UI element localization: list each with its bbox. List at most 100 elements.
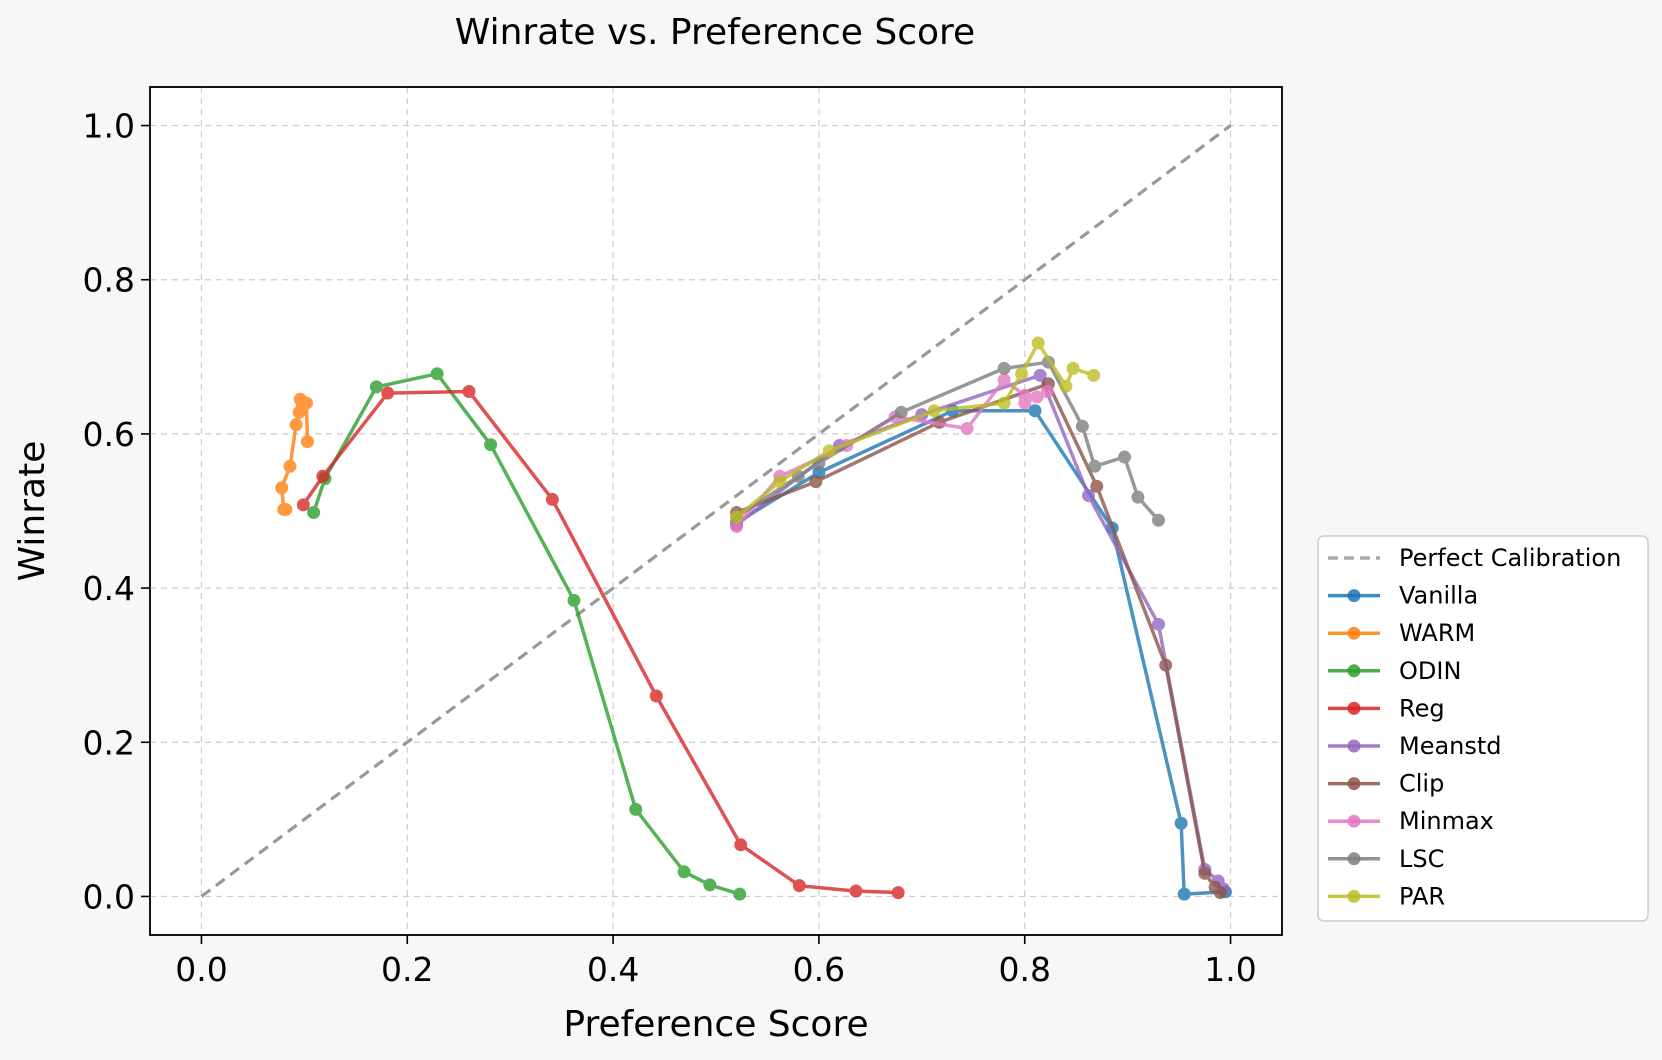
data-point-clip xyxy=(1159,658,1173,672)
data-point-par xyxy=(1087,368,1101,382)
data-point-par xyxy=(927,404,941,418)
legend-label: Clip xyxy=(1399,770,1444,798)
data-point-warm xyxy=(275,481,289,495)
data-point-odin xyxy=(307,506,321,520)
data-point-lsc xyxy=(1131,490,1145,504)
data-point-reg xyxy=(462,385,476,399)
data-point-odin xyxy=(430,367,444,381)
data-point-warm xyxy=(300,435,314,449)
data-point-minmax xyxy=(1030,390,1044,404)
legend-label: LSC xyxy=(1399,845,1444,873)
legend-marker xyxy=(1347,664,1361,678)
data-point-minmax xyxy=(730,519,744,533)
series-reg xyxy=(296,385,905,900)
legend-marker xyxy=(1347,814,1361,828)
series-line-odin xyxy=(311,372,741,896)
grid xyxy=(150,87,1282,935)
data-point-odin xyxy=(703,878,717,892)
data-point-reg xyxy=(381,386,395,400)
data-point-minmax xyxy=(997,373,1011,387)
legend-label: Reg xyxy=(1399,694,1445,722)
y-tick-label: 0.4 xyxy=(83,569,135,608)
series-line-par xyxy=(735,341,1095,519)
legend-marker xyxy=(1347,589,1361,603)
data-point-warm xyxy=(299,396,313,410)
data-point-lsc xyxy=(1088,459,1102,473)
series-group xyxy=(275,336,1232,901)
data-point-clip xyxy=(809,475,823,489)
data-point-odin xyxy=(677,865,691,879)
data-point-reg xyxy=(649,689,663,703)
data-point-par xyxy=(1031,336,1045,350)
x-tick-label: 0.6 xyxy=(793,950,845,989)
data-point-lsc xyxy=(1075,419,1089,433)
chart-title: Winrate vs. Preference Score xyxy=(455,12,975,53)
y-axis-label: Winrate xyxy=(12,441,53,582)
legend-label: ODIN xyxy=(1399,657,1461,685)
legend-label: Vanilla xyxy=(1399,582,1478,610)
legend-item-warm: WARM xyxy=(1328,619,1475,647)
data-point-lsc xyxy=(1118,450,1132,464)
data-point-clip xyxy=(1198,866,1212,880)
legend-item-minmax: Minmax xyxy=(1328,807,1494,835)
data-point-par xyxy=(1015,367,1029,381)
data-point-warm xyxy=(289,418,303,432)
data-point-reg xyxy=(296,498,310,512)
data-point-reg xyxy=(792,879,806,893)
data-point-par xyxy=(822,444,836,458)
data-point-par xyxy=(730,510,744,524)
legend-label: Minmax xyxy=(1399,807,1494,835)
legend-item-perfect-calibration: Perfect Calibration xyxy=(1328,544,1621,572)
data-point-par xyxy=(1066,361,1080,375)
series-lsc xyxy=(730,355,1166,527)
series-odin xyxy=(307,367,747,901)
data-point-reg xyxy=(545,492,559,506)
data-point-odin xyxy=(567,593,581,607)
legend: Perfect Calibration Vanilla WARM ODIN Reg Mea… xyxy=(1317,535,1649,922)
legend-box xyxy=(1317,535,1649,922)
legend-item-vanilla: Vanilla xyxy=(1328,582,1478,610)
legend-label: WARM xyxy=(1399,619,1475,647)
series-par xyxy=(730,336,1101,524)
x-tick-label: 1.0 xyxy=(1204,950,1256,989)
data-point-meanstd xyxy=(1152,617,1166,631)
legend-marker xyxy=(1347,626,1361,640)
legend-marker xyxy=(1347,739,1361,753)
ticks: 0.0 0.2 0.4 0.6 0.8 1.0 0.0 0.2 0.4 0.6 0.8 1.0 xyxy=(83,107,1257,989)
legend-item-clip: Clip xyxy=(1328,770,1444,798)
data-point-reg xyxy=(316,469,330,483)
reference-line-group xyxy=(200,124,1232,898)
legend-marker xyxy=(1347,701,1361,715)
legend-label: Perfect Calibration xyxy=(1399,544,1621,572)
data-point-odin xyxy=(369,380,383,394)
legend-item-meanstd: Meanstd xyxy=(1328,732,1502,760)
legend-marker xyxy=(1347,852,1361,866)
data-point-par xyxy=(1059,379,1073,393)
series-line-vanilla xyxy=(735,409,1226,896)
series-line-reg xyxy=(301,389,899,895)
data-point-lsc xyxy=(997,361,1011,375)
data-point-par xyxy=(997,396,1011,410)
data-point-vanilla xyxy=(1174,816,1188,830)
plot-frame xyxy=(149,86,1283,936)
y-tick-label: 0.2 xyxy=(83,723,135,762)
data-point-warm xyxy=(277,502,291,516)
legend-item-par: PAR xyxy=(1328,882,1445,910)
data-point-clip xyxy=(1213,886,1227,900)
series-warm xyxy=(275,392,314,516)
legend-item-odin: ODIN xyxy=(1328,657,1461,685)
x-tick-label: 0.0 xyxy=(175,950,227,989)
legend-item-lsc: LSC xyxy=(1328,845,1444,873)
data-point-minmax xyxy=(960,422,974,436)
data-point-reg xyxy=(891,886,905,900)
x-tick-label: 0.4 xyxy=(587,950,639,989)
data-point-odin xyxy=(484,438,498,452)
data-point-minmax xyxy=(1040,385,1054,399)
y-tick-label: 1.0 xyxy=(83,107,135,146)
y-tick-label: 0.0 xyxy=(83,877,135,916)
data-point-vanilla xyxy=(1177,887,1191,901)
legend-marker xyxy=(1347,889,1361,903)
legend-label: Meanstd xyxy=(1399,732,1502,760)
legend-marker xyxy=(1347,777,1361,791)
